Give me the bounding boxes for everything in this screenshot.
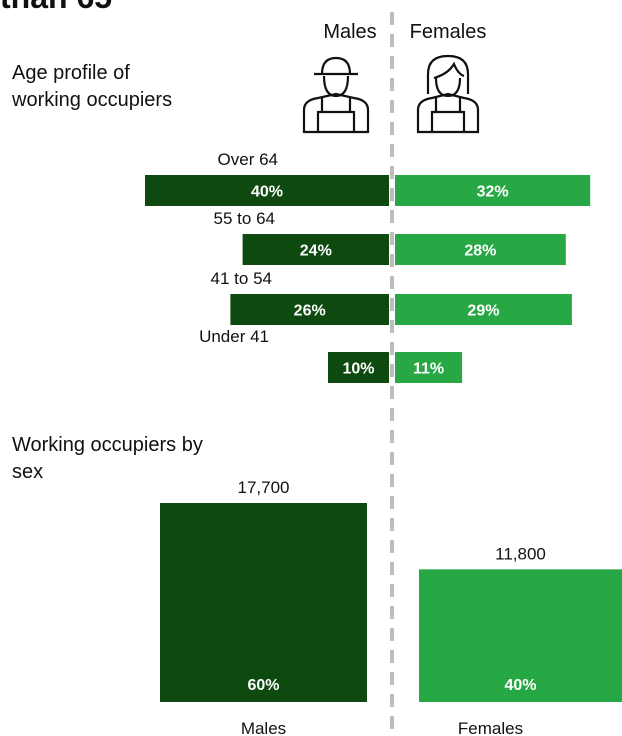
bar <box>328 352 389 383</box>
percentage-label: 60% <box>247 677 279 694</box>
bar <box>395 352 463 383</box>
percentage-label: 40% <box>504 677 536 694</box>
value-label: 11% <box>413 361 444 378</box>
bar <box>419 569 622 702</box>
value-label: 29% <box>467 303 499 320</box>
chart-title: Age profile of working occupiers <box>12 62 173 111</box>
value-label: 40% <box>251 184 283 201</box>
category-label: 41 to 54 <box>211 269 272 288</box>
category-label: Over 64 <box>218 150 278 169</box>
female-icon <box>416 54 480 134</box>
value-label: 26% <box>294 303 326 320</box>
series-header: Females <box>410 21 487 43</box>
bar <box>395 234 566 265</box>
male-icon <box>302 56 370 134</box>
value-label: 10% <box>342 361 374 378</box>
x-tick-label: Males <box>241 719 286 736</box>
bar <box>230 294 389 325</box>
bar <box>395 175 591 206</box>
chart-title: Working occupiers by sex <box>12 434 203 483</box>
series-header: Males <box>323 21 376 43</box>
bar <box>242 234 389 265</box>
value-label: 32% <box>477 184 509 201</box>
value-label: 28% <box>464 243 496 260</box>
value-label: 17,700 <box>238 478 290 497</box>
bar <box>145 175 389 206</box>
value-label: 24% <box>300 243 332 260</box>
category-label: 55 to 64 <box>214 209 275 228</box>
bar <box>395 294 572 325</box>
bar <box>160 503 367 702</box>
x-tick-label: Females <box>458 719 523 736</box>
value-label: 11,800 <box>495 544 546 563</box>
heading-fragment: than 65 <box>0 0 112 15</box>
category-label: Under 41 <box>199 327 269 346</box>
